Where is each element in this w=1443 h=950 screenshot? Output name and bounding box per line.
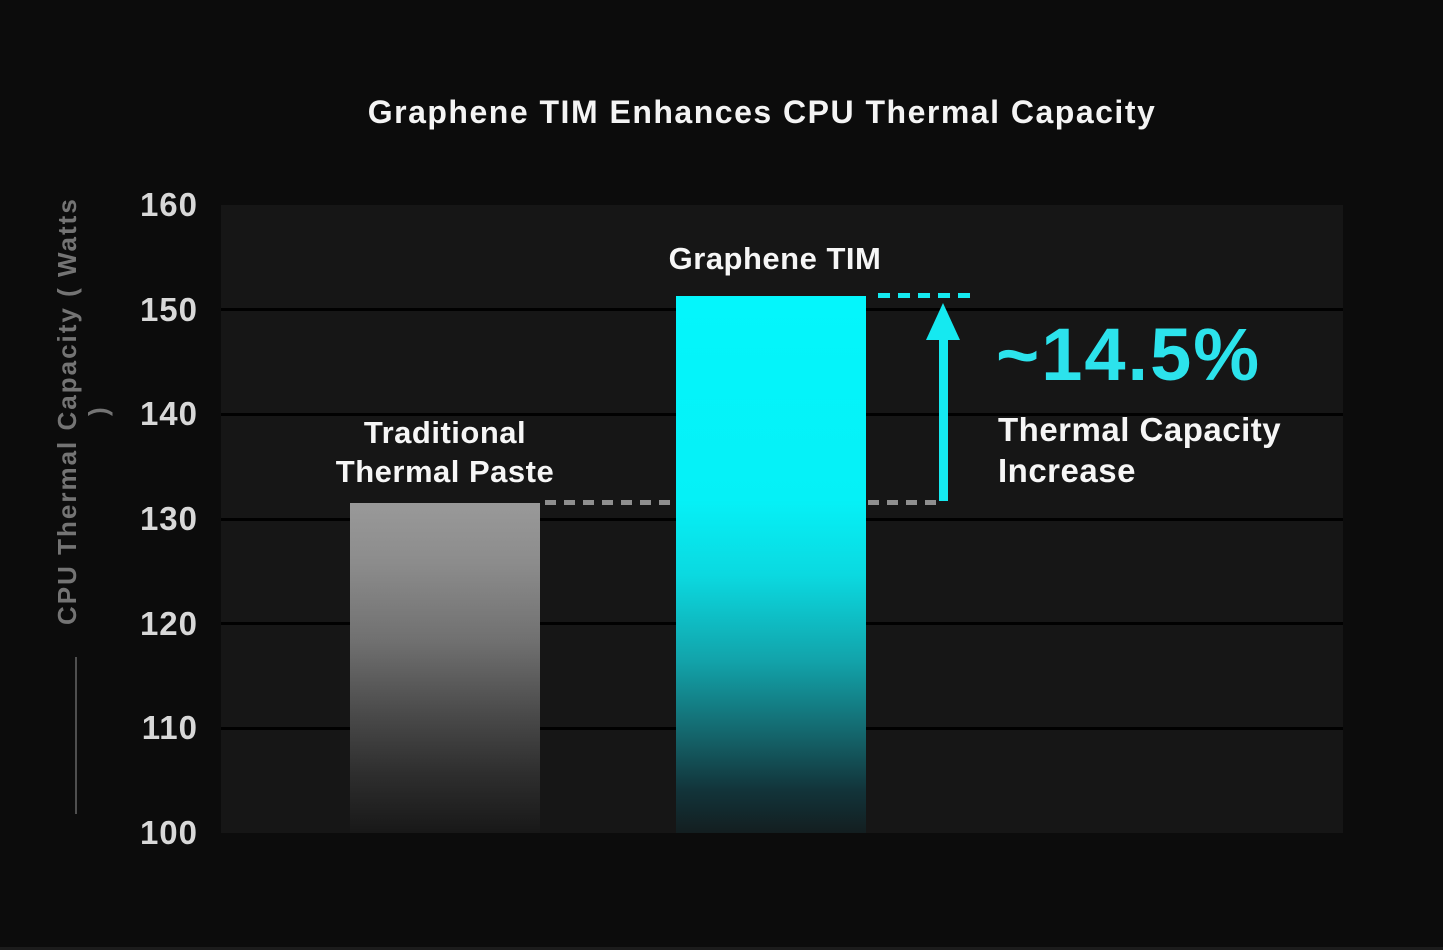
y-tick-label-120: 120 xyxy=(139,604,198,642)
increase-arrow-shaft xyxy=(938,336,948,502)
y-tick-label-110: 110 xyxy=(141,709,198,747)
increase-percentage: ~14.5% xyxy=(996,313,1262,396)
increase-description-line-2: Increase xyxy=(998,452,1136,489)
increase-arrow-icon xyxy=(926,303,960,341)
bar-label-traditional-thermal-paste: Traditional Thermal Paste xyxy=(235,413,655,491)
y-axis-decorative-line xyxy=(75,657,77,814)
bar-label-line: Traditional xyxy=(363,415,527,451)
plot-area: Traditional Thermal Paste Graphene TIM xyxy=(221,205,1343,833)
y-tick-label-130: 130 xyxy=(139,500,198,537)
slide-bottom-edge xyxy=(0,947,1443,950)
chart-title: Graphene TIM Enhances CPU Thermal Capaci… xyxy=(367,94,1157,130)
increase-description-line-1: Thermal Capacity xyxy=(998,411,1282,448)
bar-traditional-thermal-paste xyxy=(350,503,540,833)
y-tick-label-100: 100 xyxy=(139,814,198,851)
bar-label-line: Thermal Paste xyxy=(335,454,555,490)
y-tick-label-160: 160 xyxy=(139,186,198,223)
y-tick-label-150: 150 xyxy=(139,290,198,328)
bar-label-graphene-tim: Graphene TIM xyxy=(565,239,985,278)
y-tick-label-140: 140 xyxy=(139,395,198,433)
bar-label-line: Graphene TIM xyxy=(668,241,882,277)
graphene-level-dashed-line xyxy=(878,293,972,299)
bar-graphene-tim xyxy=(676,296,866,833)
increase-description: Thermal Capacity Increase xyxy=(998,409,1281,491)
